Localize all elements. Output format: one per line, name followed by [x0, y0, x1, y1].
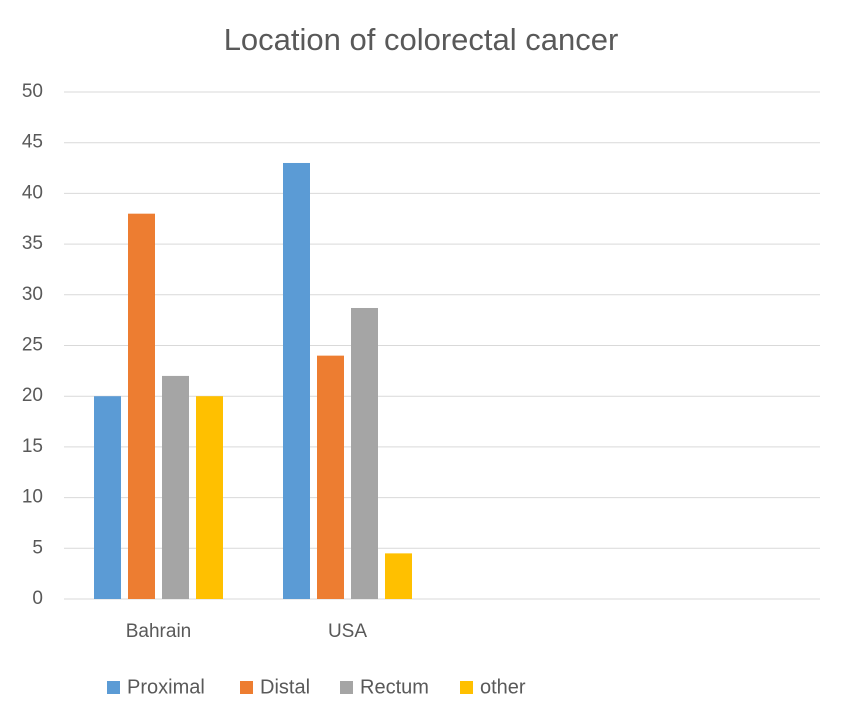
y-tick-label: 0: [32, 588, 43, 609]
y-tick-label: 10: [22, 487, 43, 508]
legend-label: Rectum: [360, 676, 429, 698]
x-tick-label: Bahrain: [126, 621, 192, 642]
y-tick-label: 5: [32, 537, 43, 558]
y-tick-label: 45: [22, 132, 43, 153]
bar: [94, 396, 121, 599]
bar: [128, 213, 155, 599]
y-tick-label: 15: [22, 436, 43, 457]
legend-label: Distal: [260, 676, 310, 698]
bar: [196, 396, 223, 599]
y-tick-label: 30: [22, 284, 43, 305]
y-tick-label: 25: [22, 335, 43, 356]
bar: [162, 375, 189, 599]
y-tick-label: 20: [22, 385, 43, 406]
legend-swatch: [460, 681, 473, 694]
legend-swatch: [240, 681, 253, 694]
x-tick-label: USA: [328, 621, 367, 642]
y-tick-label: 50: [22, 81, 43, 102]
legend-swatch: [107, 681, 120, 694]
legend-swatch: [340, 681, 353, 694]
chart-title: Location of colorectal cancer: [224, 22, 619, 57]
bar: [351, 307, 378, 599]
legend-label: other: [480, 676, 526, 698]
y-tick-label: 40: [22, 182, 43, 203]
y-tick-label: 35: [22, 233, 43, 254]
legend-label: Proximal: [127, 676, 205, 698]
bar: [317, 355, 344, 599]
bar: [385, 553, 412, 599]
bar: [283, 162, 310, 600]
